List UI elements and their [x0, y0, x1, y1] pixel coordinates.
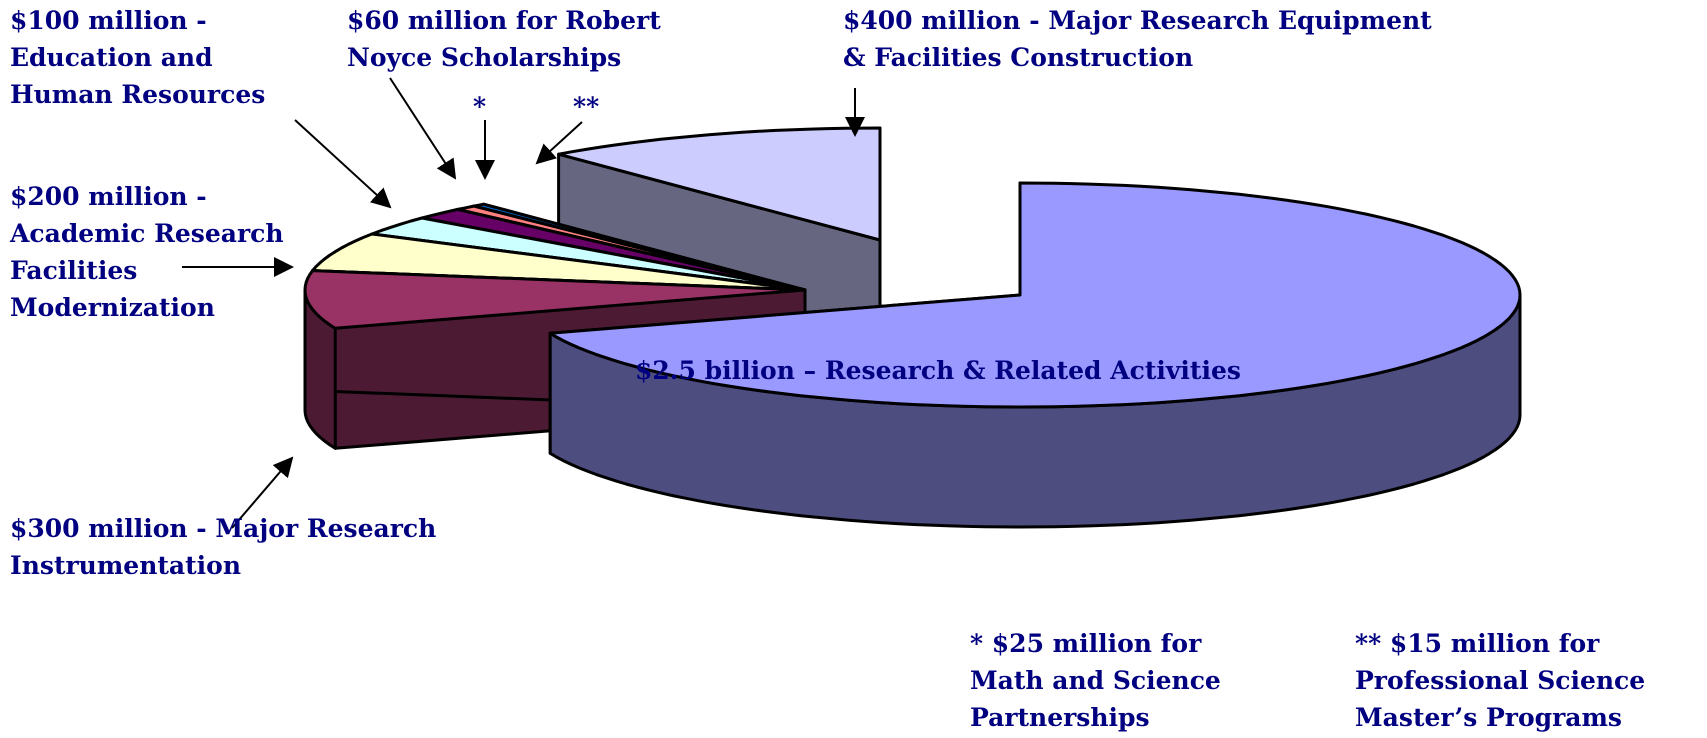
slice-label: $100 million - Education and Human Resou…: [10, 6, 266, 109]
slice-label: $200 million - Academic Research Facilit…: [10, 182, 284, 322]
slice: [557, 126, 882, 242]
slice: [303, 269, 807, 330]
slice-label: * $25 million for Math and Science Partn…: [970, 629, 1221, 732]
callout: *: [473, 92, 487, 121]
slice: [311, 232, 807, 292]
slice-label: $2.5 billion – Research & Related Activi…: [635, 356, 1241, 385]
slice-label: $300 million - Major Research Instrument…: [10, 514, 437, 580]
leader-lines: [182, 77, 865, 529]
callout: **: [573, 92, 600, 121]
slice: [548, 181, 1522, 409]
slice-label: $60 million for Robert Noyce Scholarship…: [347, 6, 661, 72]
slice-label: $400 million - Major Research Equipment …: [843, 6, 1432, 72]
slice-label: ** $15 million for Professional Science …: [1355, 629, 1646, 732]
